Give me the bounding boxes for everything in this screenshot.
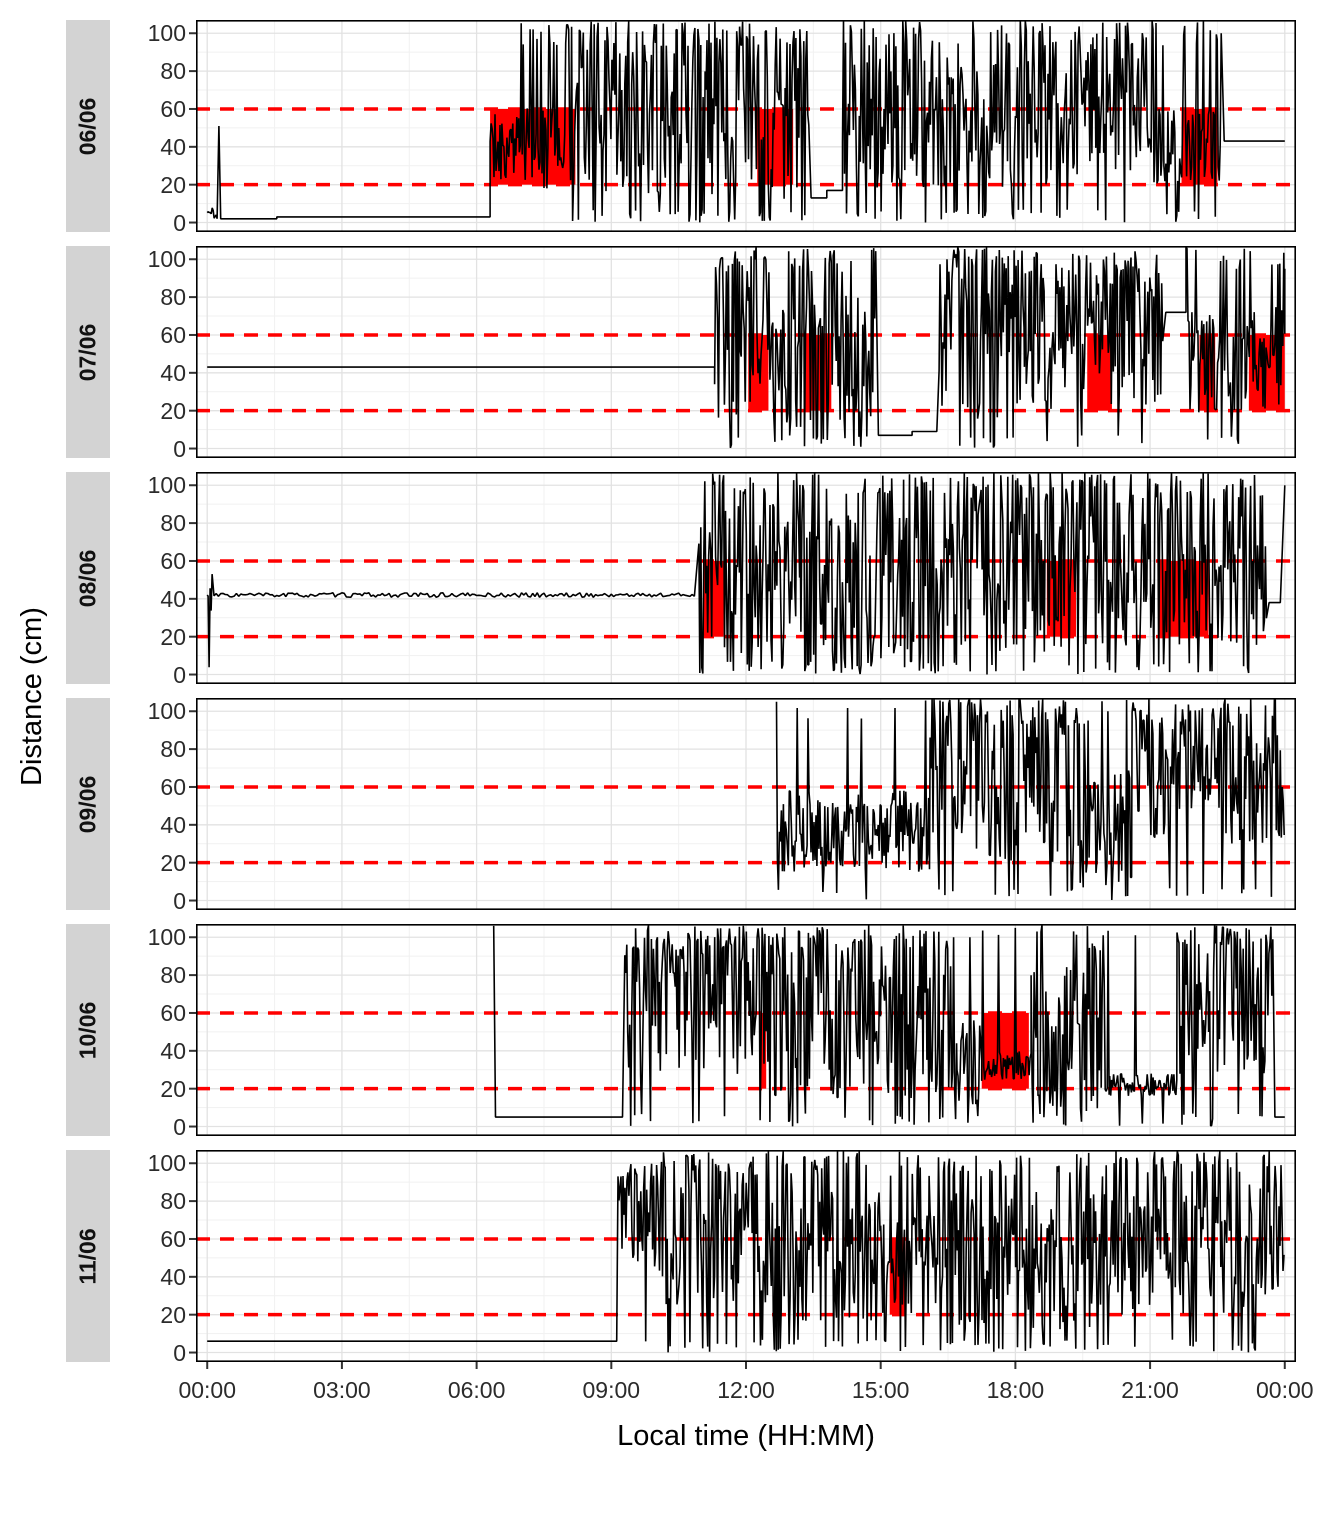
panel-plot	[189, 472, 1297, 684]
y-tick-label: 0	[173, 435, 186, 462]
x-tick-label: 06:00	[447, 1377, 506, 1403]
y-tick-label: 100	[147, 472, 186, 499]
panel-border	[196, 924, 1297, 1136]
panel-plot	[189, 698, 1297, 910]
y-tick-label: 0	[173, 1339, 186, 1366]
panel-plot	[189, 246, 1297, 458]
facet-strip: 08/06	[66, 472, 110, 684]
facet-label: 10/06	[74, 1001, 101, 1059]
y-tick-label: 60	[160, 321, 186, 348]
series-line	[206, 20, 1285, 223]
y-tick-label: 40	[160, 1037, 186, 1064]
y-tick-label: 0	[173, 209, 186, 236]
y-tick-label: 40	[160, 585, 186, 612]
y-tick-label: 80	[160, 736, 186, 763]
y-tick-label: 80	[160, 284, 186, 311]
y-tick-label: 100	[147, 698, 186, 725]
x-tick-label: 18:00	[986, 1377, 1045, 1403]
facet-strip: 09/06	[66, 698, 110, 910]
panel-border	[196, 20, 1297, 232]
y-tick-label: 20	[160, 171, 186, 198]
y-tick-label: 80	[160, 510, 186, 537]
x-tick-label: 21:00	[1121, 1377, 1179, 1403]
x-tick-label: 09:00	[582, 1377, 641, 1403]
y-tick-label: 60	[160, 1225, 186, 1252]
y-tick-label: 60	[160, 773, 186, 800]
y-tick-label: 0	[173, 1113, 186, 1140]
y-tick-label: 20	[160, 1301, 186, 1328]
y-tick-label: 100	[147, 924, 186, 951]
series-line	[775, 698, 1285, 901]
series-line	[492, 924, 1285, 1127]
series-line	[207, 1150, 1285, 1353]
facet-strip: 11/06	[66, 1150, 110, 1362]
y-tick-label: 40	[160, 359, 186, 386]
panel-border	[196, 698, 1297, 910]
panel-border	[196, 1150, 1297, 1362]
x-tick-label: 00:00	[1255, 1377, 1314, 1403]
x-tick-label: 00:00	[178, 1377, 236, 1403]
y-tick-label: 20	[160, 849, 186, 876]
series-line	[206, 472, 1286, 675]
y-tick-label: 40	[160, 1263, 186, 1290]
facet-strip: 07/06	[66, 246, 110, 458]
series-line	[207, 246, 1286, 449]
facet-label: 08/06	[74, 549, 101, 607]
panel-border	[196, 246, 1297, 458]
facet-label: 06/06	[74, 97, 101, 155]
y-tick-label: 100	[147, 20, 186, 47]
facet-strip: 06/06	[66, 20, 110, 232]
x-axis-title: Local time (HH:MM)	[617, 1420, 875, 1452]
panel-border	[196, 472, 1297, 684]
y-tick-label: 80	[160, 962, 186, 989]
facet-label: 07/06	[74, 323, 101, 381]
panel-plot	[189, 924, 1297, 1136]
panel-plot	[189, 20, 1297, 232]
panel-plot	[189, 1150, 1297, 1369]
y-axis-title: Distance (cm)	[16, 607, 48, 786]
y-tick-label: 20	[160, 623, 186, 650]
y-tick-label: 60	[160, 547, 186, 574]
facet-label: 09/06	[74, 775, 101, 833]
x-tick-label: 03:00	[313, 1377, 371, 1403]
x-tick-label: 15:00	[851, 1377, 910, 1403]
y-tick-label: 40	[160, 133, 186, 160]
y-tick-label: 40	[160, 811, 186, 838]
y-tick-label: 100	[147, 1150, 186, 1177]
y-tick-label: 80	[160, 58, 186, 85]
y-tick-label: 20	[160, 397, 186, 424]
y-tick-label: 60	[160, 999, 186, 1026]
y-tick-label: 80	[160, 1188, 186, 1215]
y-tick-label: 60	[160, 95, 186, 122]
facet-label: 11/06	[74, 1227, 101, 1285]
highlight-region	[759, 1012, 767, 1089]
y-tick-label: 20	[160, 1075, 186, 1102]
x-tick-label: 12:00	[717, 1377, 775, 1403]
y-tick-label: 100	[147, 246, 186, 273]
y-tick-label: 0	[173, 661, 186, 688]
facet-strip: 10/06	[66, 924, 110, 1136]
y-tick-label: 0	[173, 887, 186, 914]
